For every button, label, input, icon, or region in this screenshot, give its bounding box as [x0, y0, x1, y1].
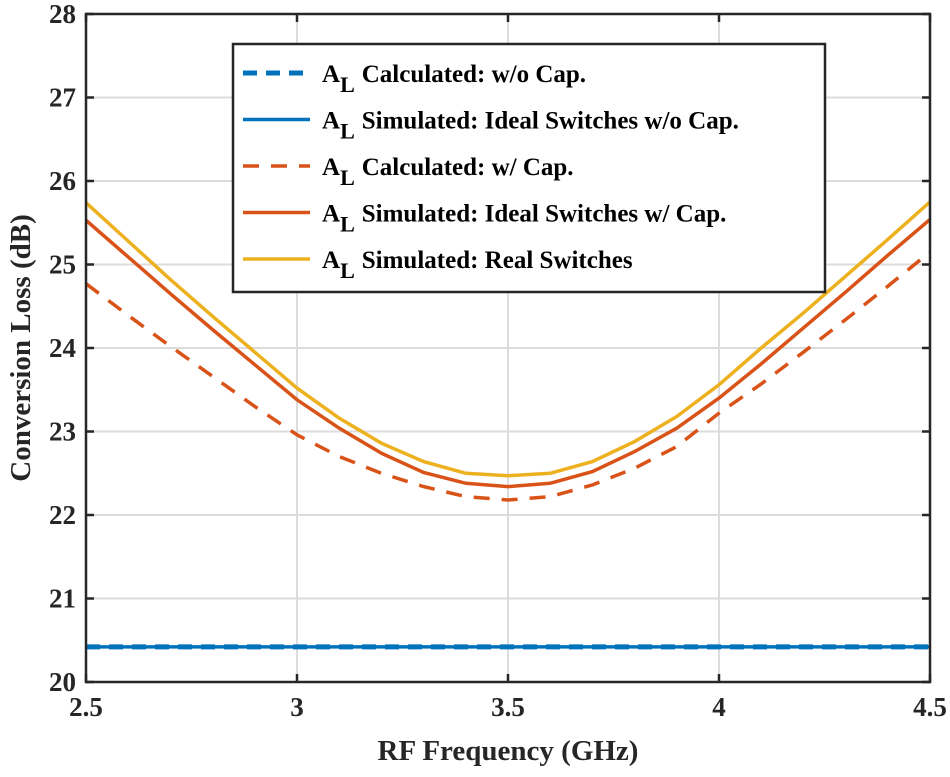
x-tick-label: 4: [712, 692, 726, 722]
legend-text: Simulated: Ideal Switches w/ Cap.: [362, 201, 727, 228]
legend-text: Calculated: w/o Cap.: [362, 61, 586, 88]
y-tick-label: 27: [49, 83, 76, 113]
y-tick-label: 22: [49, 500, 76, 530]
series-line-3: [84, 218, 932, 489]
legend-symbol: A: [322, 61, 340, 88]
y-tick-label: 26: [49, 166, 76, 196]
y-tick-label: 21: [49, 584, 76, 614]
legend-text: Simulated: Real Switches: [362, 247, 633, 274]
legend-label-0: AL Calculated: w/o Cap.: [322, 61, 586, 97]
x-tick-label: 2.5: [69, 692, 103, 722]
y-tick-label: 23: [49, 417, 76, 447]
legend-text: Calculated: w/ Cap.: [362, 154, 574, 181]
legend-subscript: L: [340, 165, 355, 190]
legend-subscript: L: [340, 258, 355, 283]
y-tick-label: 24: [49, 333, 76, 363]
y-tick-label: 20: [49, 667, 76, 697]
legend-subscript: L: [340, 212, 355, 237]
legend-label-3: AL Simulated: Ideal Switches w/ Cap.: [322, 201, 726, 237]
legend: AL Calculated: w/o Cap.AL Simulated: Ideal…: [231, 42, 827, 294]
legend-label-4: AL Simulated: Real Switches: [322, 247, 633, 283]
x-tick-label: 3.5: [491, 692, 525, 722]
legend-text: Simulated: Ideal Switches w/o Cap.: [362, 108, 739, 135]
series-lines: [84, 200, 932, 650]
legend-box: [231, 42, 827, 294]
legend-symbol: A: [322, 201, 340, 228]
y-tick-label: 25: [49, 250, 76, 280]
legend-symbol: A: [322, 154, 340, 181]
series-line-2: [84, 250, 932, 502]
legend-subscript: L: [340, 72, 355, 97]
ticks: 2.5 3 3.5 4 4.5 20 21 22 23 24 25 26 27 28: [49, 0, 947, 722]
legend-subscript: L: [340, 119, 355, 144]
legend-label-1: AL Simulated: Ideal Switches w/o Cap.: [322, 108, 739, 144]
x-axis-label: RF Frequency (GHz): [378, 735, 639, 767]
x-tick-label: 3: [290, 692, 304, 722]
series-line-4: [84, 200, 932, 478]
x-tick-label: 4.5: [913, 692, 947, 722]
legend-symbol: A: [322, 247, 340, 274]
legend-label-2: AL Calculated: w/ Cap.: [322, 154, 574, 190]
y-axis-label: Conversion Loss (dB): [5, 214, 37, 482]
y-tick-label: 28: [49, 0, 76, 29]
legend-symbol: A: [322, 108, 340, 135]
